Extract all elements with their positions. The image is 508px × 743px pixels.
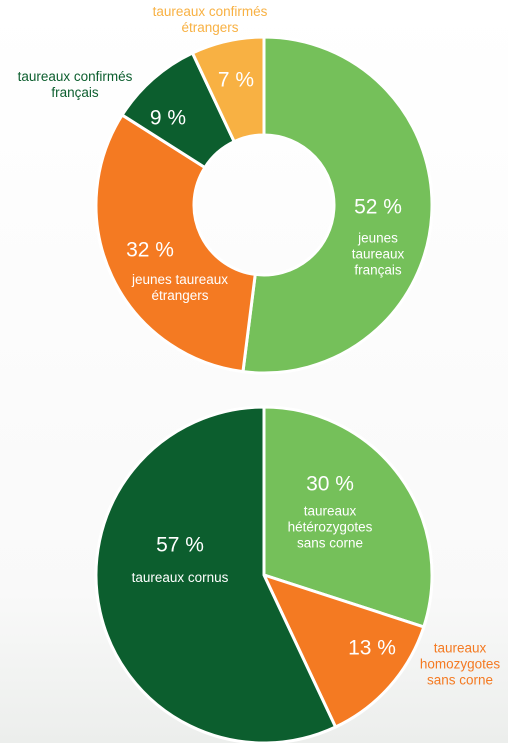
value-label: 30 % — [306, 472, 354, 496]
slice — [241, 35, 434, 375]
category-label: taureaux confirmés étrangers — [152, 3, 268, 35]
category-label: taureaux confirmés français — [17, 68, 133, 100]
value-label: 7 % — [217, 68, 255, 92]
value-label: 57 % — [156, 533, 204, 557]
category-label: taureaux cornus — [131, 569, 229, 585]
category-label: jeunes taureaux étrangers — [131, 271, 229, 303]
slice — [190, 35, 266, 144]
category-label: jeunes taureaux français — [351, 230, 405, 279]
value-label: 9 % — [149, 106, 187, 130]
slice — [94, 112, 257, 374]
category-label: taureaux hétérozygotes sans corne — [287, 503, 373, 552]
slice — [262, 405, 434, 629]
slice — [94, 405, 338, 743]
value-label: 32 % — [126, 238, 174, 262]
value-label: 13 % — [348, 636, 396, 660]
category-label: taureaux homozygotes sans corne — [419, 640, 501, 689]
value-label: 52 % — [354, 195, 402, 219]
